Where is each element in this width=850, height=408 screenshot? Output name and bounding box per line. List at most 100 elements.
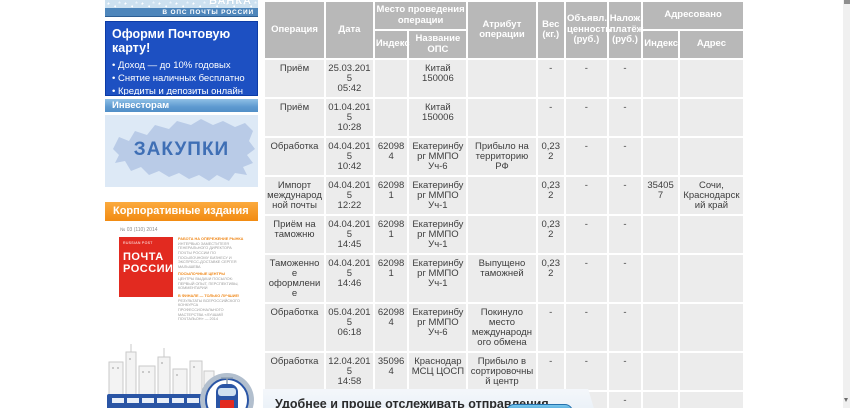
weight-cell: - bbox=[537, 353, 564, 390]
date-cell: 01.04.2015 10:28 bbox=[326, 99, 373, 136]
date-value: 04.04.2015 bbox=[328, 219, 371, 240]
address-cell bbox=[679, 99, 743, 136]
time-value: 05:42 bbox=[337, 83, 362, 94]
col-header-date: Дата bbox=[326, 2, 373, 58]
addr-index-cell bbox=[643, 304, 678, 351]
operation-cell: Приём на таможню bbox=[265, 216, 325, 253]
operation-cell: Таможенное оформление bbox=[265, 255, 325, 302]
date-value: 04.04.2015 bbox=[328, 141, 371, 162]
cod-cell: - bbox=[608, 99, 642, 136]
pochta-rossii-logo: RUSSIAN POST ПОЧТА РОССИИ bbox=[119, 237, 173, 297]
declared-value-cell: - bbox=[565, 177, 607, 214]
weight-cell: 0,232 bbox=[537, 216, 564, 253]
time-value: 14:45 bbox=[337, 239, 362, 250]
time-value: 10:42 bbox=[337, 161, 362, 172]
attribute-cell: Покинуло место международного обмена bbox=[468, 304, 536, 351]
index-cell: 620981 bbox=[374, 177, 408, 214]
weight-cell: - bbox=[537, 99, 564, 136]
train-illustration bbox=[107, 343, 254, 408]
time-value: 12:22 bbox=[337, 200, 362, 211]
declared-value-cell: - bbox=[565, 255, 607, 302]
ops-name-cell: Екатеринбург ММПО Уч-6 bbox=[409, 304, 467, 351]
col-header-place-group: Место проведения операции bbox=[374, 2, 467, 29]
date-cell: 04.04.2015 14:45 bbox=[326, 216, 373, 253]
attribute-cell: Прибыло в сортировочный центр bbox=[468, 353, 536, 390]
ops-name-cell: Краснодар МСЦ ЦОСП bbox=[409, 353, 467, 390]
table-row: Приём на таможню 04.04.2015 14:45 620981… bbox=[265, 216, 743, 253]
procurement-banner[interactable]: ЗАКУПКИ bbox=[105, 115, 258, 187]
article-text: ИНТЕРВЬЮ ЗАМЕСТИТЕЛЯ ГЕНЕРАЛЬНОГО ДИРЕКТ… bbox=[178, 241, 237, 269]
index-cell: 620981 bbox=[374, 216, 408, 253]
index-cell bbox=[374, 60, 408, 97]
vertical-scrollbar[interactable] bbox=[843, 0, 850, 408]
cod-cell: - bbox=[608, 216, 642, 253]
bank-card-ad-banner[interactable]: БАНКА В ОПС ПОЧТЫ РОССИИ bbox=[105, 0, 258, 17]
attribute-cell: Выпущено таможней bbox=[468, 255, 536, 302]
tracking-table: Операция Дата Место проведения операции … bbox=[263, 0, 745, 408]
scrollbar-down-arrow-icon[interactable] bbox=[844, 398, 848, 402]
article-text: РЕЗУЛЬТАТЫ ВСЕРОССИЙСКОГО КОНКУРСА ПРОФЕ… bbox=[178, 298, 240, 322]
date-value: 12.04.2015 bbox=[328, 356, 371, 377]
index-cell: 350964 bbox=[374, 353, 408, 390]
tracking-app-button[interactable] bbox=[506, 404, 573, 408]
col-header-place-name: Название ОПС bbox=[409, 31, 467, 58]
col-header-place-index: Индекс bbox=[374, 31, 410, 58]
date-cell: 04.04.2015 12:22 bbox=[326, 177, 373, 214]
time-value: 06:18 bbox=[337, 327, 362, 338]
declared-value-cell: - bbox=[565, 216, 607, 253]
table-row: Таможенное оформление 04.04.2015 14:46 6… bbox=[265, 255, 743, 302]
index-cell: 620984 bbox=[374, 138, 408, 175]
address-cell bbox=[679, 304, 743, 351]
operation-cell: Приём bbox=[265, 99, 325, 136]
bank-banner-sparkle: БАНКА bbox=[105, 0, 258, 8]
addr-index-cell bbox=[643, 216, 678, 253]
weight-cell: 0,232 bbox=[537, 255, 564, 302]
declared-value-cell: - bbox=[565, 138, 607, 175]
addr-index-cell bbox=[643, 138, 678, 175]
weight-cell: 0,232 bbox=[537, 177, 564, 214]
operation-cell: Обработка bbox=[265, 138, 325, 175]
date-value: 04.04.2015 bbox=[328, 258, 371, 279]
article-text: ЦЕНТРЫ ВЫДАЧИ ПОСЫЛОК: ПЕРВЫЙ ОПЫТ, ПЕРС… bbox=[178, 277, 239, 291]
addr-index-cell bbox=[643, 255, 678, 302]
table-row: Приём 25.03.2015 05:42 Китай 150006 - - … bbox=[265, 60, 743, 97]
article-heading: РАБОТА НА ОПЕРЕЖЕНИЕ РЫНКА bbox=[178, 237, 244, 241]
promo-bullet: Снятие наличных бесплатно bbox=[112, 72, 251, 85]
address-cell bbox=[679, 255, 743, 302]
magazine-cover[interactable]: № 03 (110) 2014 RUSSIAN POST ПОЧТА РОССИ… bbox=[105, 227, 258, 408]
col-header-addr-address: Адрес bbox=[679, 31, 743, 58]
magazine-article: РАБОТА НА ОПЕРЕЖЕНИЕ РЫНКА ИНТЕРВЬЮ ЗАМЕ… bbox=[178, 237, 244, 269]
addr-index-cell: 354057 bbox=[643, 177, 678, 214]
col-header-attribute: Атрибут операции bbox=[468, 2, 536, 58]
tracking-table-wrap: Операция Дата Место проведения операции … bbox=[263, 0, 753, 408]
addr-index-cell bbox=[643, 353, 678, 390]
bank-banner-subtitle: В ОПС ПОЧТЫ РОССИИ bbox=[105, 8, 258, 16]
col-header-weight: Вес (кг.) bbox=[537, 2, 564, 58]
magazine-article: ПОСЫЛОЧНЫЕ ЦЕНТРЫ ЦЕНТРЫ ВЫДАЧИ ПОСЫЛОК:… bbox=[178, 272, 244, 291]
date-cell: 04.04.2015 14:46 bbox=[326, 255, 373, 302]
declared-value-cell: - bbox=[565, 304, 607, 351]
operation-cell: Обработка bbox=[265, 304, 325, 351]
investors-link[interactable]: Инвесторам bbox=[105, 99, 258, 112]
date-value: 04.04.2015 bbox=[328, 180, 371, 201]
address-cell bbox=[679, 138, 743, 175]
cod-cell: - bbox=[608, 177, 642, 214]
operation-cell: Обработка bbox=[265, 353, 325, 390]
address-cell bbox=[679, 392, 743, 408]
col-header-addr-index: Индекс bbox=[643, 31, 678, 58]
ops-name-cell: Екатеринбург ММПО Уч-1 bbox=[409, 216, 467, 253]
magazine-issue: № 03 (110) 2014 bbox=[120, 227, 158, 233]
tracking-promo-title: Удобнее и проще отслеживать отправления bbox=[275, 397, 549, 408]
date-value: 25.03.2015 bbox=[328, 63, 371, 84]
brand-line-2: РОССИИ bbox=[123, 262, 174, 275]
ops-name-cell: Екатеринбург ММПО Уч-6 bbox=[409, 138, 467, 175]
scrollbar-thumb[interactable] bbox=[843, 0, 850, 4]
magazine-body: RUSSIAN POST ПОЧТА РОССИИ РАБОТА НА ОПЕР… bbox=[105, 237, 258, 325]
address-cell bbox=[679, 216, 743, 253]
article-heading: В ФИНАЛЕ — ТОЛЬКО ЛУЧШИЕ! bbox=[178, 293, 240, 298]
index-cell: 620981 bbox=[374, 255, 408, 302]
table-row: Приём 01.04.2015 10:28 Китай 150006 - - … bbox=[265, 99, 743, 136]
russia-map-icon bbox=[113, 119, 255, 181]
postal-card-promo-banner[interactable]: Оформи Почтовую карту! Доход — до 10% го… bbox=[105, 21, 258, 96]
